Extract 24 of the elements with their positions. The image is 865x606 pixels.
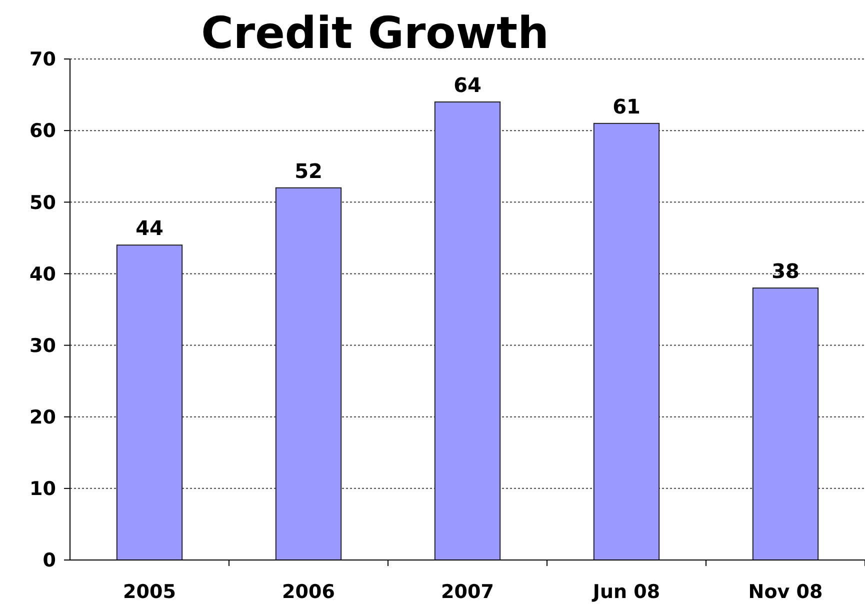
bar — [116, 244, 183, 560]
y-tick-label: 30 — [30, 334, 56, 357]
bar — [434, 101, 501, 560]
data-label: 44 — [136, 216, 164, 240]
x-tick-label: 2007 — [441, 581, 494, 603]
y-tick-label: 70 — [30, 48, 56, 71]
bar — [593, 122, 660, 560]
x-tick-label: 2006 — [282, 581, 335, 603]
y-tick-label: 10 — [30, 478, 56, 500]
data-label: 38 — [772, 259, 800, 284]
y-tick-label: 0 — [42, 550, 56, 572]
data-label: 64 — [454, 72, 482, 97]
y-tick-label: 20 — [30, 406, 56, 429]
x-tick-label: Jun 08 — [590, 581, 660, 603]
x-tick-label: 2005 — [123, 581, 176, 603]
data-label: 52 — [294, 158, 322, 183]
chart-title: Credit Growth — [201, 8, 549, 59]
x-tick-label: Nov 08 — [748, 581, 823, 603]
bar — [752, 288, 819, 560]
y-tick-label: 60 — [30, 120, 56, 142]
y-tick-label: 40 — [30, 263, 56, 286]
y-tick-label: 50 — [30, 192, 56, 214]
bar — [275, 187, 342, 560]
data-label: 61 — [612, 94, 640, 118]
